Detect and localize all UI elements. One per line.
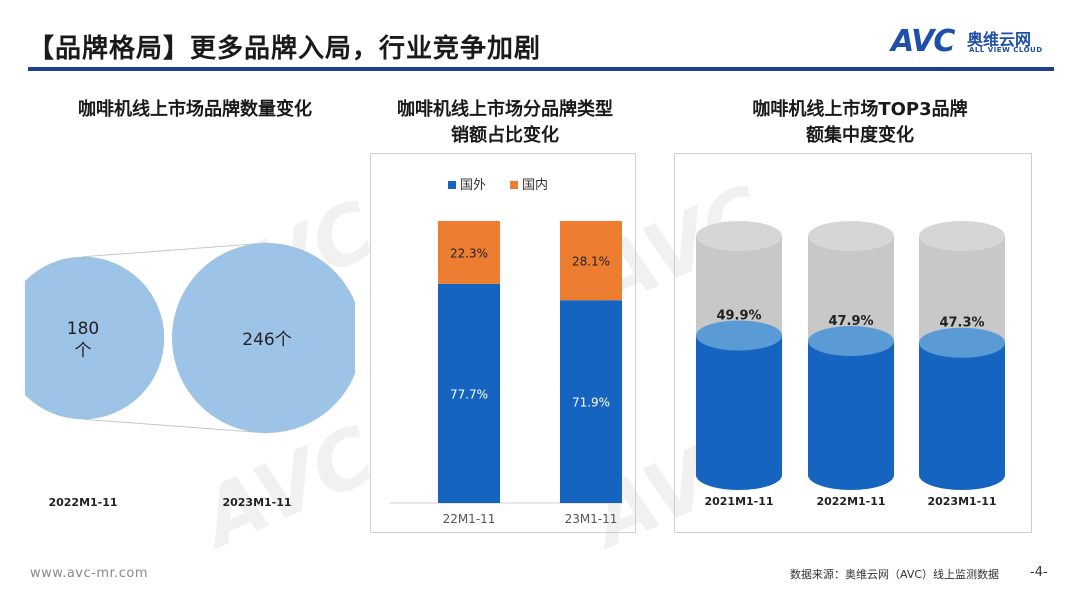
cylinder-value-label: 47.9% [828, 314, 873, 329]
bubble-value-label: 246个 [242, 330, 291, 350]
header-divider [28, 67, 1054, 71]
bar-segment-国内-22M1-11 [438, 221, 500, 284]
bar-value-label: 71.9% [572, 396, 610, 410]
cylinder-background-top [696, 221, 782, 251]
legend-swatch [448, 181, 456, 189]
legend-label: 国内 [522, 177, 548, 193]
chart2-legend: 国外 国内 [448, 177, 548, 193]
bubble-2023M1-11 [172, 243, 355, 433]
legend-swatch [510, 181, 518, 189]
cylinder-fill [696, 335, 782, 475]
x-tick-label: 2023M1-11 [927, 495, 996, 508]
page-title: 【品牌格局】更多品牌入局，行业竞争加剧 [28, 34, 542, 64]
bubble-category-label: 2022M1-11 [48, 496, 117, 509]
cylinder-background-top [919, 221, 1005, 251]
cylinder-fill-top [808, 326, 894, 357]
cylinder-base [808, 460, 894, 490]
legend-label: 国外 [460, 178, 486, 193]
connector-line-bottom [82, 418, 268, 434]
cylinder-value-label: 47.3% [939, 316, 984, 331]
cylinder-2022M1-11 [808, 221, 894, 490]
bubble-category-label: 2023M1-11 [222, 496, 291, 509]
cylinder-2021M1-11 [696, 221, 782, 490]
x-tick-label: 22M1-11 [443, 512, 496, 526]
bubble-value-label: 个 [75, 341, 92, 361]
chart2-title: 咖啡机线上市场分品牌类型 销额占比变化 [397, 99, 613, 146]
x-tick-label: 2022M1-11 [816, 495, 885, 508]
bubble-connectors [82, 242, 268, 434]
cylinder-fill-top [696, 320, 782, 351]
cylinder-base [696, 460, 782, 490]
connector-line-top [82, 242, 268, 258]
bar-value-label: 77.7% [450, 387, 488, 401]
bar-segment-国内-23M1-11 [560, 221, 622, 301]
x-tick-label: 23M1-11 [565, 512, 618, 526]
footer-data-source: 数据来源：奥维云网（AVC）线上监测数据 [790, 568, 1000, 581]
footer-website: www.avc-mr.com [30, 566, 149, 581]
bubble-value-label: 180 [67, 319, 99, 339]
cylinder-base [919, 460, 1005, 490]
bar-value-label: 28.1% [572, 255, 610, 269]
bar-segment-国外-22M1-11 [438, 283, 500, 503]
chart2-panel [370, 153, 636, 533]
chart3-title: 咖啡机线上市场TOP3品牌 额集中度变化 [752, 99, 968, 146]
x-tick-label: 2021M1-11 [704, 495, 773, 508]
cylinder-fill-top [919, 327, 1005, 358]
bar-value-label: 22.3% [450, 246, 488, 260]
avc-logo: AVC 奥维云网 ALL VIEW CLOUD [891, 24, 1061, 60]
brand-type-stacked-bar-chart: 国外 国内 77.7% 22.3% 22M1-11 71.9% 28.1% 23M1-11 [390, 177, 622, 526]
cylinder-value-label: 49.9% [716, 308, 761, 323]
top3-concentration-cylinder-chart: 49.9% 2021M1-11 47.9% 2022M1-11 47.3% 2023M1-… [696, 221, 1005, 508]
bar-segment-国外-23M1-11 [560, 300, 622, 503]
chart3-panel [674, 153, 1032, 533]
logo-english-name: ALL VIEW CLOUD [969, 46, 1043, 54]
bubble-2022M1-11 [25, 256, 165, 420]
logo-chinese-name: 奥维云网 [967, 30, 1032, 49]
chart1-title: 咖啡机线上市场品牌数量变化 [78, 99, 312, 120]
cylinder-fill [808, 341, 894, 475]
cylinder-background-top [808, 221, 894, 251]
logo-mark: AVC [891, 24, 955, 59]
cylinder-fill [919, 342, 1005, 475]
page-number: -4- [1030, 565, 1048, 580]
cylinder-2023M1-11 [919, 221, 1005, 490]
